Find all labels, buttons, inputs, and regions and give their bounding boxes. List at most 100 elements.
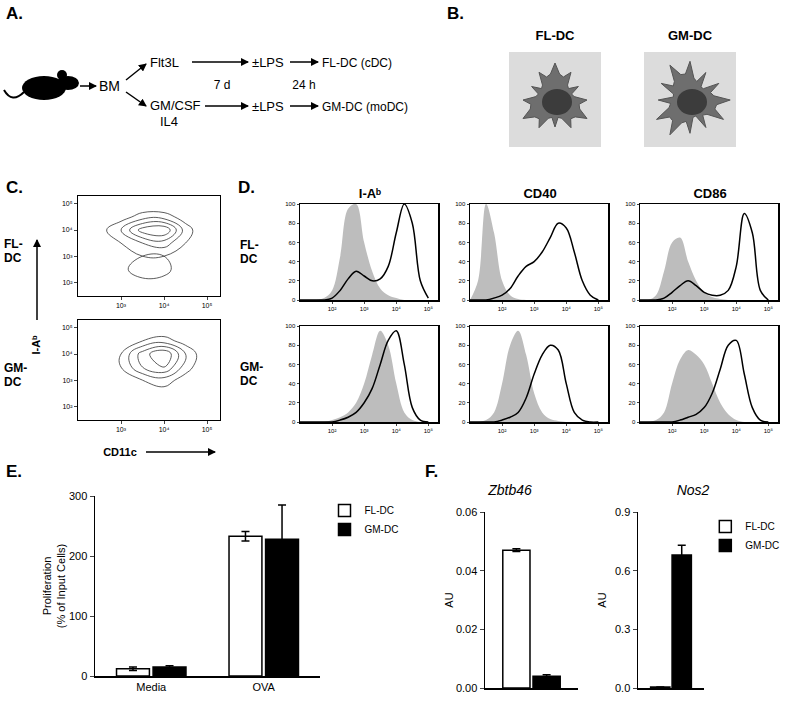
svg-text:0.00: 0.00 <box>456 682 477 694</box>
svg-text:10⁵: 10⁵ <box>594 428 604 434</box>
svg-text:300: 300 <box>69 490 87 502</box>
svg-text:0: 0 <box>462 419 466 425</box>
svg-text:20: 20 <box>629 400 636 406</box>
svg-text:10⁵: 10⁵ <box>424 306 434 312</box>
svg-text:80: 80 <box>289 220 296 226</box>
svg-text:Proliferation(% of Input Cells: Proliferation(% of Input Cells) <box>41 544 67 628</box>
svg-text:40: 40 <box>459 259 466 265</box>
svg-text:±LPS: ±LPS <box>252 55 284 70</box>
svg-text:0: 0 <box>632 419 636 425</box>
svg-text:40: 40 <box>459 381 466 387</box>
svg-text:10⁵: 10⁵ <box>424 428 434 434</box>
svg-text:0.0: 0.0 <box>615 682 630 694</box>
svg-text:10⁴: 10⁴ <box>159 426 170 433</box>
svg-text:10²: 10² <box>328 428 337 434</box>
svg-text:100: 100 <box>625 323 636 329</box>
svg-text:80: 80 <box>629 220 636 226</box>
svg-text:Zbtb46: Zbtb46 <box>487 482 532 498</box>
svg-text:40: 40 <box>289 259 296 265</box>
svg-text:BM: BM <box>99 78 120 94</box>
svg-text:10⁵: 10⁵ <box>62 200 73 207</box>
svg-text:AU: AU <box>596 592 608 607</box>
svg-text:10³: 10³ <box>360 306 369 312</box>
svg-text:Nos2: Nos2 <box>677 482 710 498</box>
svg-text:60: 60 <box>459 362 466 368</box>
svg-text:10⁵: 10⁵ <box>202 302 213 309</box>
svg-text:0.02: 0.02 <box>456 623 477 635</box>
svg-text:I-Aᵇ: I-Aᵇ <box>30 335 42 355</box>
svg-text:CD11c: CD11c <box>103 446 137 458</box>
svg-text:0.04: 0.04 <box>456 565 477 577</box>
svg-text:60: 60 <box>289 362 296 368</box>
svg-text:10⁴: 10⁴ <box>562 306 572 312</box>
svg-text:100: 100 <box>455 323 466 329</box>
svg-text:10³: 10³ <box>360 428 369 434</box>
svg-text:10⁵: 10⁵ <box>594 306 604 312</box>
svg-text:Media: Media <box>136 681 167 693</box>
svg-text:10³: 10³ <box>700 428 709 434</box>
svg-text:10⁵: 10⁵ <box>764 428 774 434</box>
svg-text:40: 40 <box>629 381 636 387</box>
svg-text:10³: 10³ <box>62 377 73 384</box>
svg-text:0: 0 <box>632 297 636 303</box>
svg-text:10³: 10³ <box>116 426 127 433</box>
svg-text:60: 60 <box>289 240 296 246</box>
svg-text:20: 20 <box>289 400 296 406</box>
svg-text:10⁵: 10⁵ <box>202 426 213 433</box>
svg-text:GM-DC: GM-DC <box>365 524 399 535</box>
svg-text:20: 20 <box>629 278 636 284</box>
svg-text:0: 0 <box>292 297 296 303</box>
svg-text:10³: 10³ <box>62 253 73 260</box>
svg-text:0: 0 <box>292 419 296 425</box>
svg-text:10³: 10³ <box>530 428 539 434</box>
svg-text:40: 40 <box>629 259 636 265</box>
svg-text:GM-DC: GM-DC <box>668 28 713 43</box>
svg-text:OVA: OVA <box>253 681 276 693</box>
svg-text:0: 0 <box>462 297 466 303</box>
svg-text:FL-DC: FL-DC <box>365 505 394 516</box>
svg-text:10⁴: 10⁴ <box>732 306 742 312</box>
svg-text:10²: 10² <box>62 279 73 286</box>
svg-text:IL4: IL4 <box>160 114 178 129</box>
svg-text:10⁴: 10⁴ <box>392 428 402 434</box>
svg-text:20: 20 <box>289 278 296 284</box>
svg-text:60: 60 <box>629 362 636 368</box>
svg-text:10⁵: 10⁵ <box>62 324 73 331</box>
svg-text:10⁵: 10⁵ <box>764 306 774 312</box>
svg-text:200: 200 <box>69 550 87 562</box>
svg-text:60: 60 <box>459 240 466 246</box>
svg-text:100: 100 <box>285 201 296 207</box>
svg-text:0: 0 <box>81 670 87 682</box>
svg-text:10⁴: 10⁴ <box>62 226 73 233</box>
svg-text:40: 40 <box>289 381 296 387</box>
svg-text:10²: 10² <box>668 306 677 312</box>
svg-text:0.06: 0.06 <box>456 506 477 518</box>
svg-text:10⁴: 10⁴ <box>159 302 170 309</box>
svg-text:80: 80 <box>289 342 296 348</box>
svg-text:10⁴: 10⁴ <box>732 428 742 434</box>
svg-text:FL-DC: FL-DC <box>745 521 774 532</box>
svg-text:±LPS: ±LPS <box>252 99 284 114</box>
svg-text:Flt3L: Flt3L <box>150 55 179 70</box>
svg-text:10⁴: 10⁴ <box>562 428 572 434</box>
svg-text:80: 80 <box>629 342 636 348</box>
svg-text:80: 80 <box>459 220 466 226</box>
svg-text:24 h: 24 h <box>292 78 315 92</box>
svg-text:10³: 10³ <box>530 306 539 312</box>
svg-text:0.6: 0.6 <box>615 565 630 577</box>
svg-text:100: 100 <box>455 201 466 207</box>
svg-text:10²: 10² <box>668 428 677 434</box>
svg-text:0.9: 0.9 <box>615 506 630 518</box>
svg-text:GM-DC (moDC): GM-DC (moDC) <box>322 100 408 114</box>
svg-text:100: 100 <box>69 610 87 622</box>
svg-text:100: 100 <box>625 201 636 207</box>
svg-text:10²: 10² <box>62 403 73 410</box>
svg-text:0.3: 0.3 <box>615 623 630 635</box>
svg-text:GM/CSF: GM/CSF <box>150 98 201 113</box>
svg-text:10⁴: 10⁴ <box>62 350 73 357</box>
svg-text:60: 60 <box>629 240 636 246</box>
svg-text:20: 20 <box>459 278 466 284</box>
svg-text:7 d: 7 d <box>214 78 231 92</box>
svg-text:AU: AU <box>443 592 455 607</box>
svg-text:80: 80 <box>459 342 466 348</box>
